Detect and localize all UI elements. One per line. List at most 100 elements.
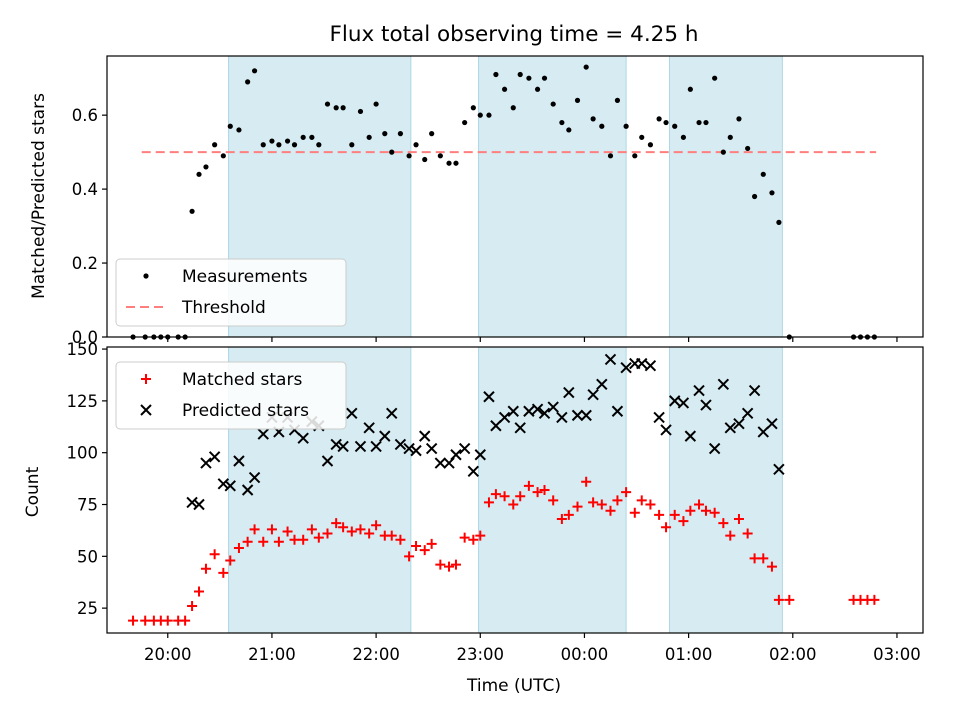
matched-star-point [411,540,422,551]
predicted-star-point [330,438,342,451]
matched-star-point [621,487,632,498]
matched-star-point [435,559,446,570]
predicted-star-point [708,442,721,455]
observing-window-band [478,55,627,338]
matched-star-point [523,480,534,491]
matched-star-point [629,507,640,518]
matched-star-point [141,374,151,384]
measurement-point [639,134,645,140]
measurement-point [720,149,726,155]
predicted-star-point [563,386,575,399]
measurement-point [477,112,483,118]
measurement-point [493,71,499,78]
measurement-point [189,208,195,214]
measurement-point [203,164,209,170]
measurement-point [590,116,596,122]
matched-star-point [669,509,680,520]
measurement-point [357,108,364,115]
measurement-point [446,160,452,166]
matched-star-point [140,615,151,626]
legend-box [115,361,347,430]
predicted-star-point [733,417,745,430]
x-tick-label: 00:00 [561,645,609,664]
measurement-point [696,119,702,126]
matched-star-point [490,489,501,500]
predicted-star-point [346,407,358,420]
matched-star-point [685,505,696,516]
predicted-star-point [186,496,198,509]
measurement-point [599,123,605,129]
predicted-star-point [514,422,526,434]
matched-star-point [306,524,317,535]
predicted-star-point [193,498,205,511]
predicted-star-point [498,411,511,424]
matched-star-point [733,514,744,525]
matched-star-point [700,505,711,516]
x-axis-label: Time (UTC) [466,676,561,696]
measurement-point [751,193,758,200]
legend-box [115,258,347,327]
predicted-star-point [523,405,535,417]
measurement-point [745,145,751,152]
legend-marker [140,404,152,416]
measurement-point [614,97,621,103]
measurement-point [397,131,404,137]
matched-star-point [556,514,567,525]
predicted-star-point [677,397,690,409]
measurement-point [517,71,523,78]
predicted-star-point [363,422,375,434]
measurement-point [623,123,629,129]
predicted-star-point [337,440,349,453]
matched-star-point [331,518,342,529]
measurement-point [366,134,372,140]
matched-star-point [742,528,753,539]
measurement-point [300,134,306,140]
predicted-star-point [741,407,754,420]
predicted-star-point [507,405,519,417]
matched-star-point [773,594,784,605]
predicted-star-point [669,395,681,407]
matched-star-point [249,524,260,535]
predicted-star-point [233,455,245,467]
x-tick-label: 23:00 [456,645,504,664]
matched-star-point [395,534,406,545]
measurement-point [422,156,428,163]
matched-star-point [483,497,494,508]
measurement-point [340,105,346,111]
matched-star-point [346,526,357,537]
measurement-point [453,160,459,166]
predicted-star-point [700,399,712,411]
measurement-point [672,123,678,129]
y-tick-label: 75 [77,496,98,515]
matched-star-point [313,532,324,543]
matched-star-point [784,594,795,605]
measurement-point [632,153,638,159]
measurement-point [462,119,468,126]
observing-window-band [478,346,627,634]
matched-star-point [355,524,366,535]
matched-star-point [636,495,647,506]
predicted-star-point [208,451,221,463]
measurement-point [389,149,395,155]
matched-star-point [209,549,220,560]
predicted-star-point [653,411,665,424]
y-tick-label: 150 [67,340,99,359]
matched-star-point [162,615,173,626]
predicted-star-point [458,442,471,455]
matched-star-point [225,555,236,566]
x-tick-label: 02:00 [769,645,817,664]
predicted-star-point [604,353,617,366]
measurement-point [470,105,476,111]
matched-star-point [289,534,300,545]
matched-star-point [475,530,486,541]
count-panel: 25 50 75 100 125 150 20:00 21:00 22:00 23:00 00:00… [67,340,924,664]
measurement-point [316,142,322,148]
predicted-star-point [717,378,730,391]
predicted-star-point [224,480,236,492]
predicted-star-point [748,384,761,397]
legend-label: Threshold [181,298,266,318]
measurement-point [406,153,412,159]
measurement-point [727,134,733,140]
matched-star-point [282,526,293,537]
predicted-star-point [660,424,672,436]
